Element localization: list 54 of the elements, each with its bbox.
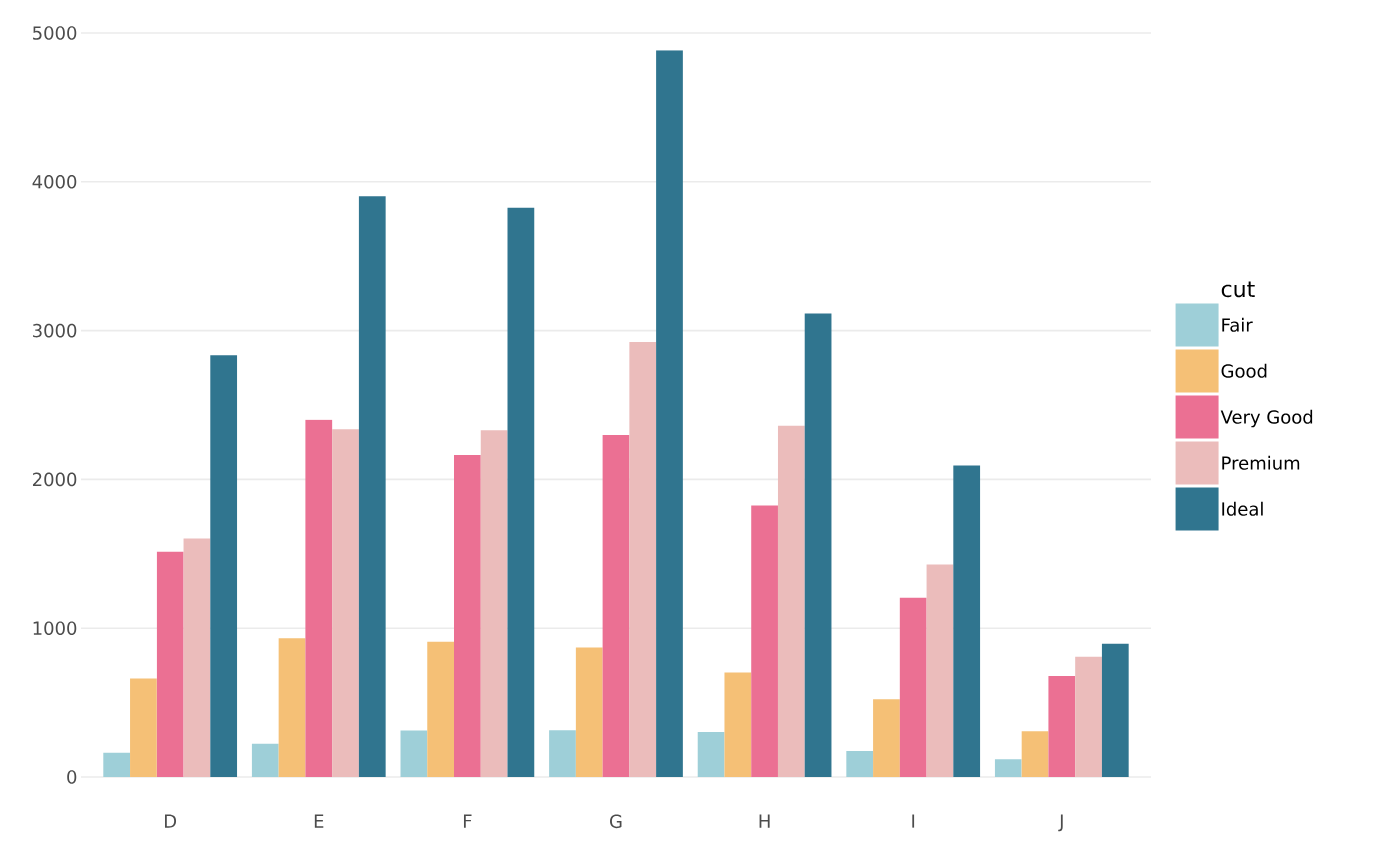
bar [926, 564, 954, 777]
x-tick-label: G [610, 814, 622, 829]
bar [629, 341, 657, 777]
bar [507, 207, 535, 777]
y-tick-label: 5000 [33, 26, 77, 40]
x-tick-label: D [165, 814, 177, 828]
bar [575, 647, 603, 777]
legend-label: Premium [1222, 455, 1300, 470]
bar [210, 355, 238, 777]
bar [1048, 676, 1076, 777]
bar [358, 196, 386, 777]
bar [846, 750, 874, 777]
bar [777, 425, 805, 777]
bar [278, 638, 306, 777]
bar [305, 419, 333, 777]
legend-label: Very Good [1220, 409, 1313, 428]
bar [130, 678, 157, 777]
bar [994, 759, 1022, 777]
y-tick-label: 4000 [32, 174, 77, 189]
bar [480, 430, 508, 777]
bar [656, 50, 683, 777]
bar [156, 551, 184, 777]
y-tick-label: 0 [67, 770, 77, 784]
bar [183, 538, 211, 777]
bar [549, 730, 576, 777]
y-tick-label: 3000 [33, 323, 77, 338]
legend-title: cut [1221, 281, 1255, 298]
bar [1101, 643, 1129, 777]
bar [751, 505, 778, 777]
bar [899, 597, 927, 777]
x-tick-label: F [463, 814, 472, 828]
bar [953, 465, 981, 777]
bar [873, 699, 900, 777]
legend-label: Good [1221, 363, 1267, 378]
bar [804, 313, 832, 777]
x-tick-label: H [759, 814, 770, 828]
bar [697, 731, 725, 777]
x-tick-label: I [912, 814, 915, 828]
y-tick-label: 1000 [33, 621, 77, 635]
bar [1021, 731, 1049, 777]
bar [454, 454, 481, 777]
x-tick-label: J [1058, 814, 1063, 832]
y-tick-label: 2000 [32, 472, 77, 487]
x-tick-label: E [314, 814, 324, 828]
bar [724, 672, 752, 777]
bar [602, 434, 630, 777]
bar [103, 752, 131, 777]
bar [1075, 656, 1102, 777]
legend-label: Ideal [1222, 501, 1263, 516]
bar [251, 743, 279, 777]
bar [427, 641, 455, 777]
legend-label: Fair [1222, 317, 1253, 332]
bar [400, 730, 428, 777]
bar [332, 429, 359, 777]
